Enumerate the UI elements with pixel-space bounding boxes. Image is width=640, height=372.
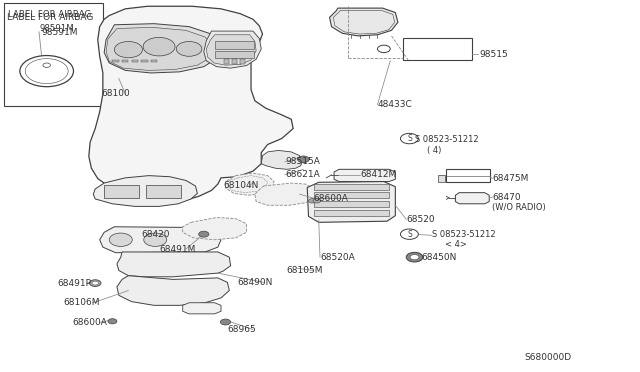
Circle shape (313, 199, 321, 203)
Text: 68475M: 68475M (492, 174, 529, 183)
Polygon shape (93, 176, 197, 206)
Text: 68600A: 68600A (72, 318, 107, 327)
Polygon shape (330, 8, 398, 36)
Polygon shape (255, 183, 314, 205)
Bar (215, 51, 253, 58)
Text: 68470: 68470 (492, 193, 521, 202)
Bar (232, 59, 237, 64)
Bar (239, 59, 244, 64)
Text: 98591M: 98591M (39, 24, 74, 33)
Polygon shape (117, 252, 230, 277)
Circle shape (406, 252, 423, 262)
Polygon shape (100, 227, 221, 253)
Text: 68600A: 68600A (314, 194, 349, 203)
Polygon shape (307, 182, 396, 222)
Text: 68520: 68520 (406, 215, 435, 224)
Bar (403, 38, 472, 60)
Polygon shape (334, 169, 396, 182)
Polygon shape (106, 28, 213, 70)
Polygon shape (182, 218, 246, 240)
Text: 68490N: 68490N (237, 278, 273, 287)
Text: LABEL FOR AIRBAG: LABEL FOR AIRBAG (7, 13, 93, 22)
Text: 68106M: 68106M (63, 298, 100, 307)
Circle shape (401, 134, 419, 144)
Text: 98515: 98515 (479, 50, 508, 59)
Polygon shape (204, 31, 261, 68)
Bar (113, 60, 119, 62)
Circle shape (410, 254, 419, 260)
Polygon shape (206, 35, 256, 65)
Bar (224, 59, 229, 64)
Text: 68491M: 68491M (159, 244, 195, 253)
Text: < 4>: < 4> (445, 240, 467, 249)
Text: 68412M: 68412M (360, 170, 397, 179)
Text: 68491P: 68491P (57, 279, 91, 288)
Text: S680000D: S680000D (524, 353, 572, 362)
Bar (132, 60, 138, 62)
Bar (314, 192, 389, 198)
Polygon shape (261, 150, 302, 169)
Bar (4, 3, 103, 106)
Text: S 08523-51212: S 08523-51212 (432, 230, 495, 239)
Polygon shape (89, 6, 293, 202)
Text: 68450N: 68450N (421, 253, 456, 262)
Text: 68965: 68965 (227, 325, 256, 334)
Text: 68100: 68100 (102, 89, 131, 98)
Circle shape (25, 59, 68, 84)
Bar (122, 60, 129, 62)
Circle shape (220, 319, 230, 325)
Text: 68520A: 68520A (320, 253, 355, 262)
Text: 68420: 68420 (141, 230, 170, 240)
Circle shape (176, 41, 202, 56)
Text: (W/O RADIO): (W/O RADIO) (492, 203, 546, 212)
Circle shape (90, 280, 101, 286)
Circle shape (378, 45, 390, 52)
Circle shape (20, 55, 74, 87)
Circle shape (115, 41, 143, 58)
Polygon shape (117, 276, 229, 305)
Circle shape (143, 37, 175, 56)
Circle shape (43, 63, 51, 67)
Bar (104, 185, 140, 198)
Polygon shape (182, 303, 221, 314)
Text: LABEL FOR AIRBAG: LABEL FOR AIRBAG (8, 10, 92, 19)
Circle shape (401, 229, 419, 239)
Circle shape (198, 231, 209, 237)
Text: 98591M: 98591M (41, 28, 77, 37)
Text: 68621A: 68621A (285, 170, 319, 179)
Text: S 08523-51212: S 08523-51212 (415, 135, 478, 144)
Circle shape (92, 281, 99, 285)
Bar (314, 184, 389, 190)
Polygon shape (225, 173, 274, 195)
Text: 48433C: 48433C (378, 100, 412, 109)
Bar (438, 175, 445, 182)
Polygon shape (456, 193, 489, 204)
Text: S: S (407, 230, 412, 239)
Bar (314, 201, 389, 207)
Bar (314, 210, 389, 216)
Text: ( 4): ( 4) (428, 146, 442, 155)
Circle shape (298, 156, 309, 163)
Polygon shape (104, 24, 221, 73)
Circle shape (108, 319, 117, 324)
Bar (151, 60, 157, 62)
Circle shape (308, 199, 316, 203)
Circle shape (144, 233, 167, 246)
Bar (447, 169, 490, 182)
Text: 68105M: 68105M (287, 266, 323, 275)
Bar (147, 185, 181, 198)
Circle shape (109, 233, 132, 246)
Bar (215, 41, 253, 49)
Text: S: S (407, 134, 412, 143)
Text: 68104N: 68104N (223, 181, 259, 190)
Bar (141, 60, 148, 62)
Text: 98515A: 98515A (285, 157, 320, 166)
